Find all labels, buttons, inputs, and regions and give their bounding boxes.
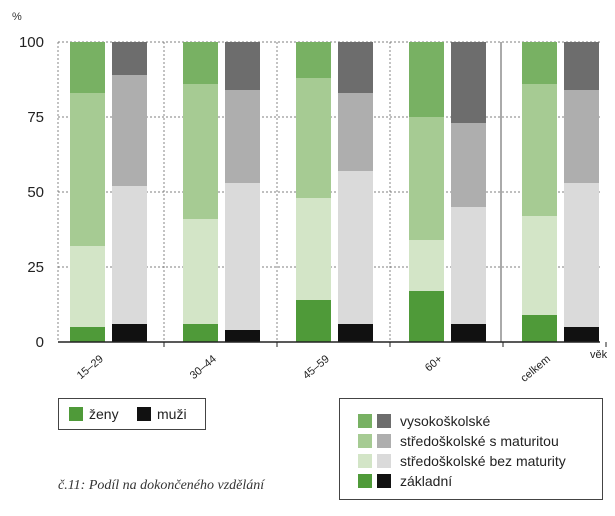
bar-segment xyxy=(225,183,260,330)
education-legend-item: základní xyxy=(358,473,452,489)
axes xyxy=(58,341,607,347)
male-swatch xyxy=(137,407,151,421)
bar-segment xyxy=(296,300,331,342)
bar-segment xyxy=(451,207,486,324)
bars xyxy=(70,42,599,342)
gender-legend-item-female: ženy xyxy=(69,406,119,422)
education-legend-label: středoškolské s maturitou xyxy=(400,433,559,449)
bar-segment xyxy=(338,42,373,93)
bar-segment xyxy=(564,183,599,327)
bar-segment xyxy=(522,84,557,216)
education-legend: vysokoškolské středoškolské s maturitou … xyxy=(339,398,603,500)
y-tick-label: 50 xyxy=(27,184,44,201)
bar-segment xyxy=(183,84,218,219)
education-legend-label: středoškolské bez maturity xyxy=(400,453,566,469)
education-legend-item: vysokoškolské xyxy=(358,413,490,429)
bar-segment xyxy=(183,42,218,84)
x-tick-label: 45–59 xyxy=(301,353,332,382)
female-swatch xyxy=(358,414,372,428)
male-swatch xyxy=(377,474,391,488)
bar-segment xyxy=(183,219,218,324)
education-legend-label: vysokoškolské xyxy=(400,413,491,429)
education-legend-item: středoškolské s maturitou xyxy=(358,433,559,449)
gender-legend-label: ženy xyxy=(89,406,119,422)
bar-segment xyxy=(296,78,331,198)
bar-segment xyxy=(522,315,557,342)
bar-segment xyxy=(225,42,260,90)
male-swatch xyxy=(377,434,391,448)
bar-segment xyxy=(70,93,105,246)
figure-caption: č.11: Podíl na dokončeného vzdělání xyxy=(58,478,265,493)
bar-segment xyxy=(338,171,373,324)
x-tick-label: 15–29 xyxy=(75,353,106,382)
bar-segment xyxy=(451,123,486,207)
x-tick-label: celkem xyxy=(519,353,553,385)
bar-segment xyxy=(225,330,260,342)
bar-segment xyxy=(183,324,218,342)
grid-lines xyxy=(57,41,600,342)
bar-segment xyxy=(296,198,331,300)
stacked-bar-chart: % 0 25 50 75 100 15–29 30–44 45–59 60+ celkem vě… xyxy=(12,11,608,385)
bar-segment xyxy=(112,324,147,342)
gender-legend: ženy muži xyxy=(58,398,206,430)
x-tick-label: 30–44 xyxy=(188,353,219,382)
x-axis-end-label: věk xyxy=(590,349,608,361)
bar-segment xyxy=(564,42,599,90)
y-axis-label: % xyxy=(12,11,22,23)
bar-segment xyxy=(451,42,486,123)
education-legend-label: základní xyxy=(400,473,453,489)
female-swatch xyxy=(358,474,372,488)
y-tick-label: 75 xyxy=(27,109,44,126)
bar-segment xyxy=(296,42,331,78)
bar-segment xyxy=(70,42,105,93)
bar-segment xyxy=(522,42,557,84)
bar-segment xyxy=(338,324,373,342)
bar-segment xyxy=(112,42,147,75)
education-legend-item: středoškolské bez maturity xyxy=(358,453,566,469)
x-tick-label: 60+ xyxy=(423,353,445,374)
male-swatch xyxy=(377,414,391,428)
bar-segment xyxy=(564,327,599,342)
female-swatch xyxy=(69,407,83,421)
y-tick-label: 100 xyxy=(19,34,44,51)
bar-segment xyxy=(409,240,444,291)
gender-legend-label: muži xyxy=(157,406,187,422)
bar-segment xyxy=(522,216,557,315)
bar-segment xyxy=(451,324,486,342)
y-tick-labels: 0 25 50 75 100 xyxy=(19,34,44,351)
female-swatch xyxy=(358,434,372,448)
female-swatch xyxy=(358,454,372,468)
bar-segment xyxy=(409,291,444,342)
bar-segment xyxy=(70,246,105,327)
x-tick-labels: 15–29 30–44 45–59 60+ celkem xyxy=(75,353,553,385)
bar-segment xyxy=(225,90,260,183)
bar-segment xyxy=(409,42,444,117)
bar-segment xyxy=(564,90,599,183)
y-tick-label: 0 xyxy=(36,334,44,351)
y-tick-label: 25 xyxy=(27,259,44,276)
gender-legend-item-male: muži xyxy=(137,406,187,422)
bar-segment xyxy=(112,186,147,324)
bar-segment xyxy=(70,327,105,342)
bar-segment xyxy=(338,93,373,171)
bar-segment xyxy=(112,75,147,186)
bar-segment xyxy=(409,117,444,240)
male-swatch xyxy=(377,454,391,468)
